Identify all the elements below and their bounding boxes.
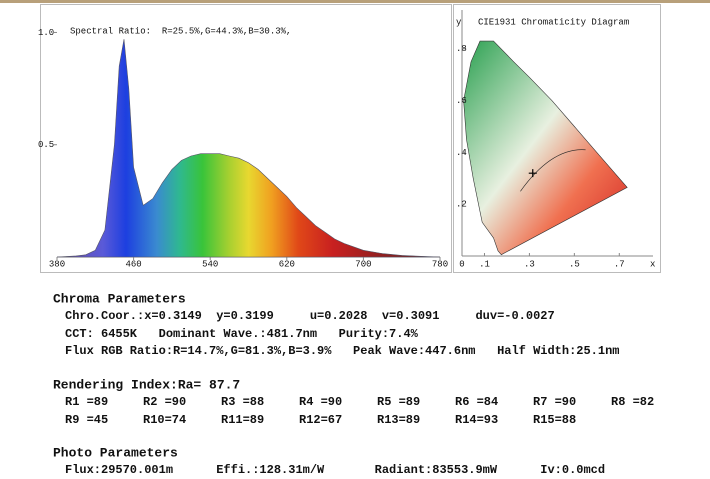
gamut bbox=[463, 40, 628, 256]
rendering-item: R15=88 bbox=[533, 413, 576, 427]
cie-title: CIE1931 Chromaticity Diagram bbox=[478, 17, 629, 27]
x-tick-label: .1 bbox=[479, 259, 490, 269]
x-tick-label: .5 bbox=[569, 259, 580, 269]
rendering-item: R8 =82 bbox=[611, 395, 654, 409]
annotation: Spectral Ratio: R=25.5%,G=44.3%,B=30.3%, bbox=[70, 26, 291, 36]
rendering-item: R3 =88 bbox=[221, 395, 264, 409]
rendering-item: R14=93 bbox=[455, 413, 498, 427]
param-line: Chro.Coor.:x=0.3149 y=0.3199 u=0.2028 v=… bbox=[65, 309, 555, 323]
y-tick-label: 0.5 bbox=[38, 140, 54, 150]
y-tick-label: 1.0 bbox=[38, 28, 54, 38]
x-tick-label: 620 bbox=[279, 259, 295, 269]
rendering-item: R4 =90 bbox=[299, 395, 342, 409]
section-title: Chroma Parameters bbox=[53, 291, 186, 306]
y-tick-label: .2 bbox=[456, 200, 467, 210]
planckian bbox=[520, 149, 586, 192]
chromaticity-point bbox=[528, 169, 537, 178]
section-title: Photo Parameters bbox=[53, 445, 178, 460]
rendering-item: R10=74 bbox=[143, 413, 186, 427]
spectrum-area bbox=[56, 39, 441, 258]
x-tick-label: 380 bbox=[49, 259, 65, 269]
cie-ylabel: y bbox=[456, 17, 462, 27]
cie-xlabel: x bbox=[650, 259, 655, 269]
x-tick-label: .3 bbox=[524, 259, 535, 269]
param-line: CCT: 6455K Dominant Wave.:481.7nm Purity… bbox=[65, 327, 419, 341]
x-tick-label: 460 bbox=[125, 259, 141, 269]
top-border bbox=[0, 0, 710, 3]
rendering-item: R13=89 bbox=[377, 413, 420, 427]
rendering-item: R7 =90 bbox=[533, 395, 576, 409]
x-tick-label: .7 bbox=[614, 259, 625, 269]
y-tick-label: .6 bbox=[456, 96, 467, 106]
rendering-item: R2 =90 bbox=[143, 395, 186, 409]
rendering-item: R11=89 bbox=[221, 413, 264, 427]
rendering-item: R1 =89 bbox=[65, 395, 108, 409]
rendering-item: R12=67 bbox=[299, 413, 342, 427]
x-tick-label: 700 bbox=[355, 259, 371, 269]
x-tick-label: 0 bbox=[459, 259, 464, 269]
rendering-item: R6 =84 bbox=[455, 395, 498, 409]
param-line: Flux RGB Ratio:R=14.7%,G=81.3%,B=3.9% Pe… bbox=[65, 344, 620, 358]
section-title: Rendering Index:Ra= 87.7 bbox=[53, 377, 240, 392]
y-tick-label: .8 bbox=[456, 44, 467, 54]
x-tick-label: 540 bbox=[202, 259, 218, 269]
y-tick-label: .4 bbox=[456, 148, 467, 158]
x-tick-label: 780 bbox=[432, 259, 448, 269]
spectrum-frame bbox=[40, 4, 452, 273]
cie-frame bbox=[453, 4, 661, 273]
param-line: Flux:29570.001m Effi.:128.31m/W Radiant:… bbox=[65, 463, 605, 477]
rendering-item: R9 =45 bbox=[65, 413, 108, 427]
rendering-item: R5 =89 bbox=[377, 395, 420, 409]
